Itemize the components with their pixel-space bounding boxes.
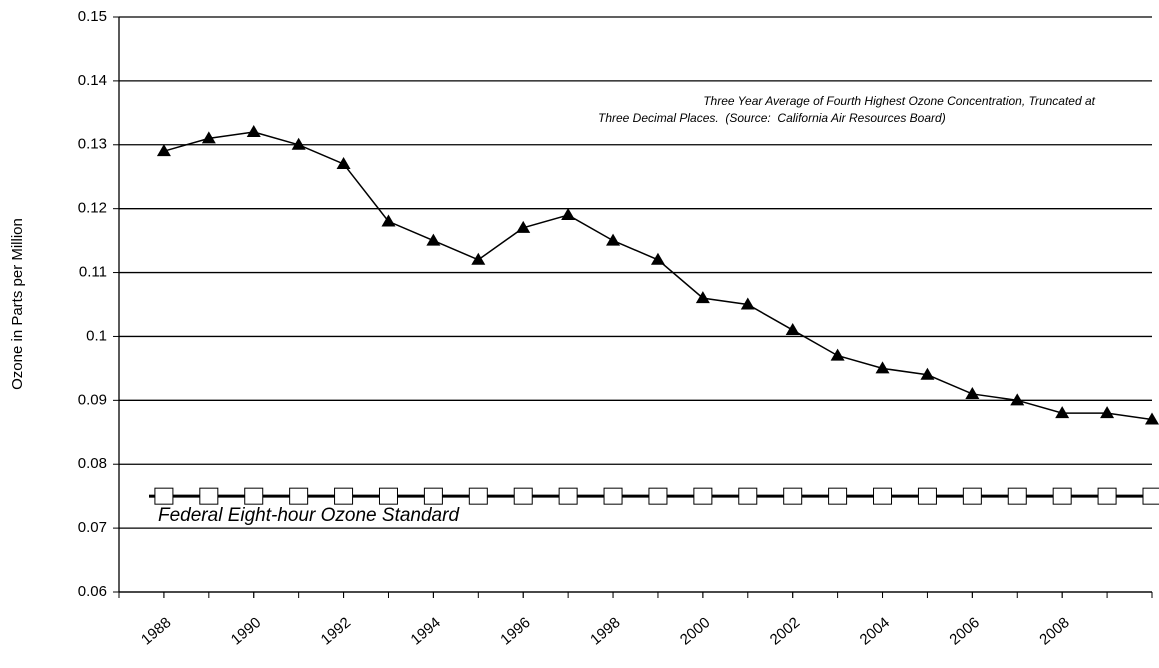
y-tick-label: 0.1 bbox=[86, 327, 107, 344]
triangle-marker bbox=[336, 156, 351, 169]
triangle-marker bbox=[830, 348, 845, 361]
triangle-marker bbox=[695, 291, 710, 304]
triangle-marker bbox=[201, 131, 216, 144]
square-marker bbox=[1007, 487, 1027, 505]
triangle-marker bbox=[740, 297, 755, 310]
square-marker bbox=[468, 487, 488, 505]
square-marker bbox=[917, 487, 937, 505]
series-line bbox=[163, 131, 1153, 421]
y-tick-label: 0.13 bbox=[78, 136, 107, 153]
square-marker bbox=[513, 487, 533, 505]
triangle-marker bbox=[1055, 406, 1070, 419]
triangle-marker bbox=[246, 125, 261, 137]
y-tick-label: 0.12 bbox=[78, 200, 107, 217]
triangle-marker bbox=[426, 233, 441, 246]
square-marker bbox=[1052, 487, 1072, 505]
square-marker bbox=[828, 487, 848, 505]
y-axis-label: Ozone in Parts per Million bbox=[9, 218, 26, 390]
square-marker bbox=[244, 487, 264, 505]
square-marker bbox=[423, 487, 443, 505]
x-tick-label: 1990 bbox=[228, 614, 264, 648]
triangle-marker bbox=[965, 386, 980, 399]
square-marker bbox=[289, 487, 309, 505]
square-marker bbox=[648, 487, 668, 505]
y-tick-label: 0.09 bbox=[78, 391, 107, 408]
square-marker bbox=[603, 487, 623, 505]
triangle-marker bbox=[920, 367, 935, 380]
triangle-marker bbox=[516, 220, 531, 233]
triangle-marker bbox=[156, 144, 171, 157]
square-marker bbox=[378, 487, 398, 505]
triangle-marker bbox=[875, 361, 890, 374]
y-tick-label: 0.15 bbox=[78, 8, 107, 25]
triangle-marker bbox=[785, 323, 800, 336]
triangle-marker bbox=[1100, 406, 1115, 419]
square-marker bbox=[1142, 487, 1159, 505]
triangle-marker bbox=[1010, 393, 1025, 406]
y-tick-label: 0.11 bbox=[79, 264, 107, 281]
x-tick-label: 1996 bbox=[497, 614, 533, 648]
y-tick-label: 0.14 bbox=[78, 72, 107, 89]
x-tick-label: 2008 bbox=[1036, 614, 1072, 648]
triangle-marker bbox=[561, 208, 576, 221]
square-marker bbox=[154, 487, 174, 505]
x-tick-label: 1994 bbox=[407, 614, 443, 648]
square-marker bbox=[558, 487, 578, 505]
y-tick-label: 0.07 bbox=[78, 519, 107, 536]
triangle-marker bbox=[291, 137, 306, 150]
square-marker bbox=[738, 487, 758, 505]
square-marker bbox=[962, 487, 982, 505]
x-tick-label: 2002 bbox=[767, 614, 803, 648]
series-label: Federal Eight-hour Ozone Standard bbox=[158, 505, 460, 526]
triangle-marker bbox=[606, 233, 621, 246]
x-tick-label: 1992 bbox=[318, 614, 354, 648]
x-tick-label: 2000 bbox=[677, 614, 713, 648]
square-marker bbox=[873, 487, 893, 505]
annotation: Three Decimal Places. (Source: Californi… bbox=[598, 111, 946, 125]
square-marker bbox=[334, 487, 354, 505]
annotation: Three Year Average of Fourth Highest Ozo… bbox=[703, 94, 1095, 108]
x-tick-label: 2004 bbox=[857, 614, 893, 648]
y-tick-label: 0.06 bbox=[78, 583, 107, 600]
x-tick-label: 1988 bbox=[138, 614, 174, 648]
triangle-marker bbox=[650, 252, 665, 265]
square-marker bbox=[693, 487, 713, 505]
triangle-marker bbox=[381, 214, 396, 227]
triangle-marker bbox=[471, 252, 486, 265]
x-tick-label: 2006 bbox=[946, 614, 982, 648]
triangle-marker bbox=[1145, 412, 1159, 425]
square-marker bbox=[1097, 487, 1117, 505]
y-tick-label: 0.08 bbox=[78, 455, 107, 472]
square-marker bbox=[783, 487, 803, 505]
square-marker bbox=[199, 487, 219, 505]
x-tick-label: 1998 bbox=[587, 614, 623, 648]
